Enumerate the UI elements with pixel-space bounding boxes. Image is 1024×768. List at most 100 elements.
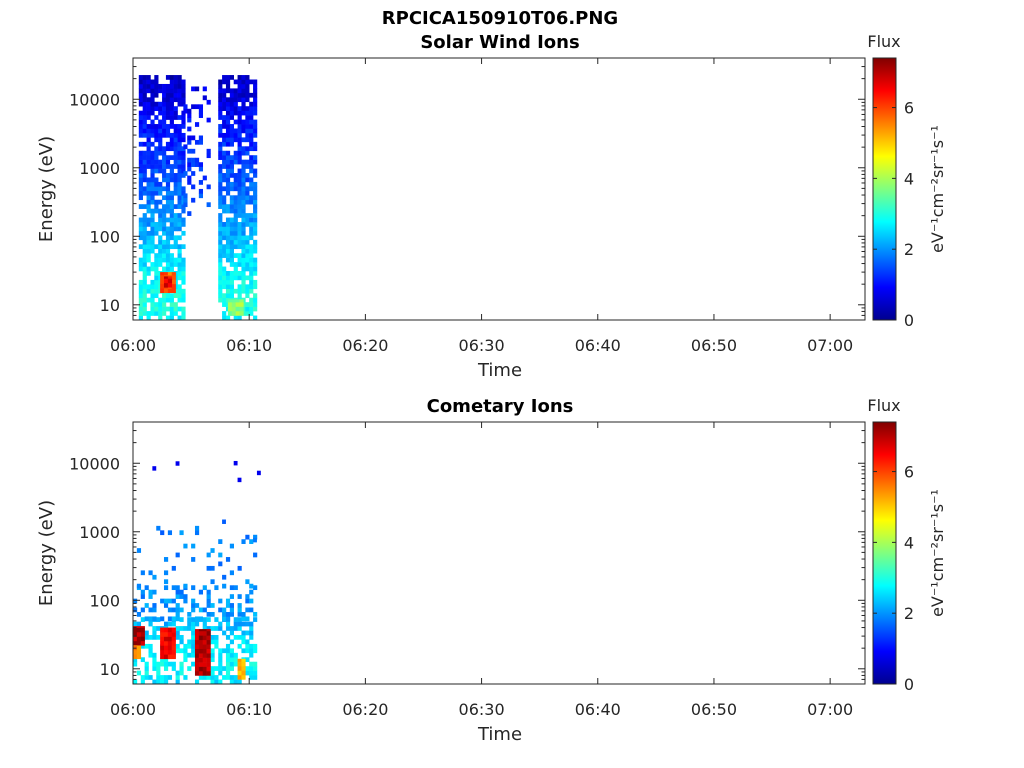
heatmap-hotspot-cell [133,640,138,646]
heatmap-hotspot-cell [231,310,236,316]
heatmap-cell [165,226,171,232]
heatmap-cell [191,135,196,141]
heatmap-cell [142,155,147,160]
heatmap-cell [225,132,231,138]
heatmap-cell [158,199,163,205]
heatmap-cell [177,75,182,80]
heatmap-cell [179,666,184,671]
heatmap-cell [177,195,182,201]
heatmap-cell [241,217,246,223]
heatmap-cell [152,630,157,636]
heatmap-cell [181,97,186,103]
heatmap-cell [222,75,227,80]
heatmap-cell [175,626,180,631]
heatmap-cell [245,630,250,636]
heatmap-hotspot-cell [160,274,165,280]
heatmap-cell [140,643,145,649]
heatmap-cell [150,302,155,307]
heatmap-cell [225,661,231,667]
heatmap-cell [138,204,143,209]
heatmap-cell [146,208,151,214]
heatmap-cell [194,603,200,608]
heatmap-cell [142,230,147,236]
heatmap-cell [191,184,196,190]
colorbar-tick-label: 6 [904,99,914,118]
heatmap-cell [249,230,254,236]
heatmap-cell [218,173,223,178]
heatmap-cell [198,135,204,141]
heatmap-cell [245,137,250,143]
heatmap-cell [241,168,246,174]
heatmap-cell [229,230,234,236]
heatmap-cell [218,293,223,299]
heatmap-cell [181,92,186,98]
heatmap-cell [169,244,174,250]
heatmap-cell [169,164,174,169]
heatmap-cell [158,190,163,196]
heatmap-cell [150,106,155,111]
heatmap-cell [218,648,223,654]
heatmap-cell [237,204,242,209]
heatmap-cell [146,297,151,303]
heatmap-cell [218,552,223,558]
heatmap-hotspot-cell [235,306,240,312]
heatmap-cell [191,626,196,631]
heatmap-cell [148,635,153,640]
heatmap-cell [150,159,155,165]
heatmap-cell [233,617,238,622]
heatmap-cell [249,164,254,169]
heatmap-cell [237,181,242,187]
heatmap-cell [206,617,211,622]
heatmap-cell [194,616,200,622]
heatmap-hotspot-cell [171,636,176,642]
heatmap-cell [158,302,163,307]
heatmap-cell [158,150,163,156]
heatmap-hotspot-cell [206,662,211,667]
heatmap-cell [218,226,223,232]
heatmap-cell [160,616,165,622]
heatmap-cell [133,607,138,613]
heatmap-cell [158,119,163,125]
heatmap-cell [162,311,167,316]
heatmap-cell [222,279,227,285]
heatmap-hotspot-cell [133,627,138,633]
heatmap-cell [138,128,143,134]
heatmap-cell [218,222,223,227]
heatmap-cell [154,199,159,205]
heatmap-cell [233,173,238,178]
heatmap-cell [222,648,227,654]
heatmap-cell [222,141,227,147]
heatmap-cell [245,150,250,156]
heatmap-cell [222,92,227,98]
heatmap-cell [241,146,246,152]
heatmap-cell [191,648,196,654]
y-tick-label: 10 [100,296,120,315]
heatmap-cell [177,262,182,267]
heatmap-cell [158,311,163,316]
heatmap-cell [133,598,138,604]
heatmap-cell [237,617,242,622]
heatmap-cell [142,226,147,232]
heatmap-cell [165,208,171,214]
heatmap-cell [218,284,223,290]
heatmap-cell [163,557,169,562]
heatmap-cell [194,621,200,627]
heatmap-cell [177,146,182,152]
heatmap-cell [162,97,167,103]
heatmap-cell [163,679,169,685]
heatmap-cell [218,181,223,187]
heatmap-cell [150,284,155,290]
heatmap-cell [165,124,171,129]
heatmap-cell [138,230,143,236]
heatmap-point [233,460,238,466]
heatmap-cell [142,204,147,209]
heatmap-cell [173,302,178,307]
heatmap-cell [181,275,186,281]
heatmap-hotspot-cell [198,635,204,641]
heatmap-cell [245,239,250,245]
heatmap-cell [245,119,250,125]
heatmap-cell [225,675,231,680]
heatmap-cell [198,139,204,145]
heatmap-cell [183,675,188,680]
heatmap-cell [245,579,250,585]
